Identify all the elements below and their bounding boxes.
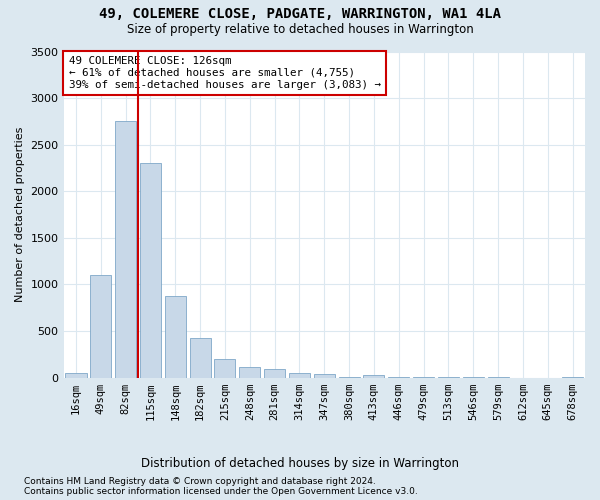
Bar	[90, 275, 112, 378]
Bar	[289, 372, 310, 378]
Bar	[140, 164, 161, 378]
Bar	[214, 358, 235, 378]
Text: Distribution of detached houses by size in Warrington: Distribution of detached houses by size …	[141, 458, 459, 470]
Text: Contains public sector information licensed under the Open Government Licence v3: Contains public sector information licen…	[24, 488, 418, 496]
Y-axis label: Number of detached properties: Number of detached properties	[15, 127, 25, 302]
Text: Contains HM Land Registry data © Crown copyright and database right 2024.: Contains HM Land Registry data © Crown c…	[24, 478, 376, 486]
Text: 49 COLEMERE CLOSE: 126sqm
← 61% of detached houses are smaller (4,755)
39% of se: 49 COLEMERE CLOSE: 126sqm ← 61% of detac…	[69, 56, 381, 90]
Text: Size of property relative to detached houses in Warrington: Size of property relative to detached ho…	[127, 22, 473, 36]
Bar	[115, 122, 136, 378]
Bar	[338, 376, 359, 378]
Bar	[388, 376, 409, 378]
Bar	[190, 338, 211, 378]
Bar	[264, 370, 285, 378]
Bar	[562, 376, 583, 378]
Bar	[65, 373, 86, 378]
Bar	[239, 368, 260, 378]
Text: 49, COLEMERE CLOSE, PADGATE, WARRINGTON, WA1 4LA: 49, COLEMERE CLOSE, PADGATE, WARRINGTON,…	[99, 8, 501, 22]
Bar	[364, 376, 385, 378]
Bar	[165, 296, 186, 378]
Bar	[314, 374, 335, 378]
